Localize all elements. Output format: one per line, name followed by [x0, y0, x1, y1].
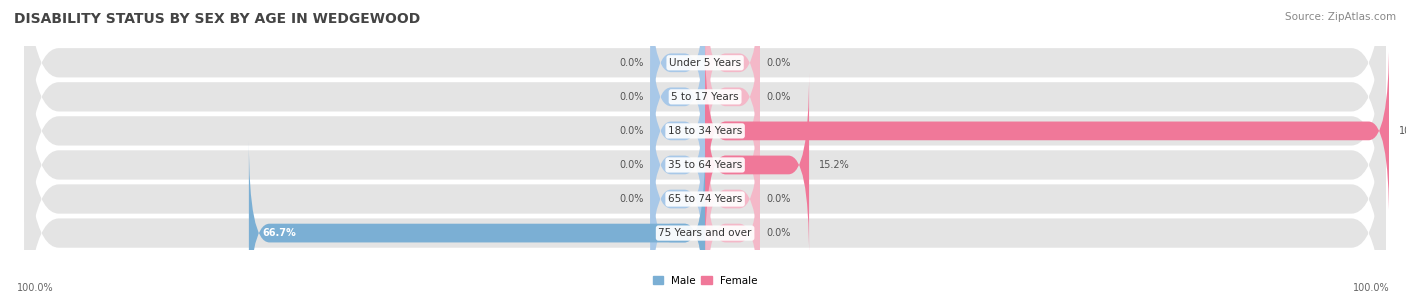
FancyBboxPatch shape — [651, 72, 706, 258]
FancyBboxPatch shape — [706, 4, 759, 190]
Text: 65 to 74 Years: 65 to 74 Years — [668, 194, 742, 204]
Text: 5 to 17 Years: 5 to 17 Years — [671, 92, 740, 102]
FancyBboxPatch shape — [706, 38, 1389, 224]
FancyBboxPatch shape — [651, 4, 706, 190]
Text: 100.0%: 100.0% — [1399, 126, 1406, 136]
Text: 15.2%: 15.2% — [820, 160, 851, 170]
Text: 0.0%: 0.0% — [766, 194, 792, 204]
Text: 18 to 34 Years: 18 to 34 Years — [668, 126, 742, 136]
Text: 100.0%: 100.0% — [1353, 283, 1389, 293]
Text: Source: ZipAtlas.com: Source: ZipAtlas.com — [1285, 12, 1396, 22]
FancyBboxPatch shape — [706, 106, 759, 292]
Text: 100.0%: 100.0% — [17, 283, 53, 293]
Text: 75 Years and over: 75 Years and over — [658, 228, 752, 238]
FancyBboxPatch shape — [24, 0, 1386, 286]
Text: 0.0%: 0.0% — [619, 160, 644, 170]
FancyBboxPatch shape — [706, 140, 759, 305]
FancyBboxPatch shape — [24, 77, 1386, 305]
Text: 66.7%: 66.7% — [263, 228, 297, 238]
Text: 0.0%: 0.0% — [766, 228, 792, 238]
FancyBboxPatch shape — [24, 0, 1386, 253]
FancyBboxPatch shape — [24, 9, 1386, 305]
FancyBboxPatch shape — [706, 72, 759, 258]
Legend: Male, Female: Male, Female — [648, 271, 762, 290]
FancyBboxPatch shape — [651, 38, 706, 224]
Text: 0.0%: 0.0% — [619, 126, 644, 136]
FancyBboxPatch shape — [651, 0, 706, 156]
FancyBboxPatch shape — [651, 106, 706, 292]
Text: 0.0%: 0.0% — [619, 194, 644, 204]
FancyBboxPatch shape — [706, 38, 759, 224]
FancyBboxPatch shape — [24, 0, 1386, 218]
FancyBboxPatch shape — [24, 43, 1386, 305]
Text: 0.0%: 0.0% — [766, 92, 792, 102]
Text: 35 to 64 Years: 35 to 64 Years — [668, 160, 742, 170]
Text: 0.0%: 0.0% — [619, 92, 644, 102]
Text: 0.0%: 0.0% — [619, 58, 644, 68]
FancyBboxPatch shape — [706, 0, 759, 156]
Text: 0.0%: 0.0% — [766, 58, 792, 68]
FancyBboxPatch shape — [651, 140, 706, 305]
Text: Under 5 Years: Under 5 Years — [669, 58, 741, 68]
FancyBboxPatch shape — [706, 72, 808, 258]
Text: DISABILITY STATUS BY SEX BY AGE IN WEDGEWOOD: DISABILITY STATUS BY SEX BY AGE IN WEDGE… — [14, 12, 420, 26]
FancyBboxPatch shape — [249, 140, 706, 305]
